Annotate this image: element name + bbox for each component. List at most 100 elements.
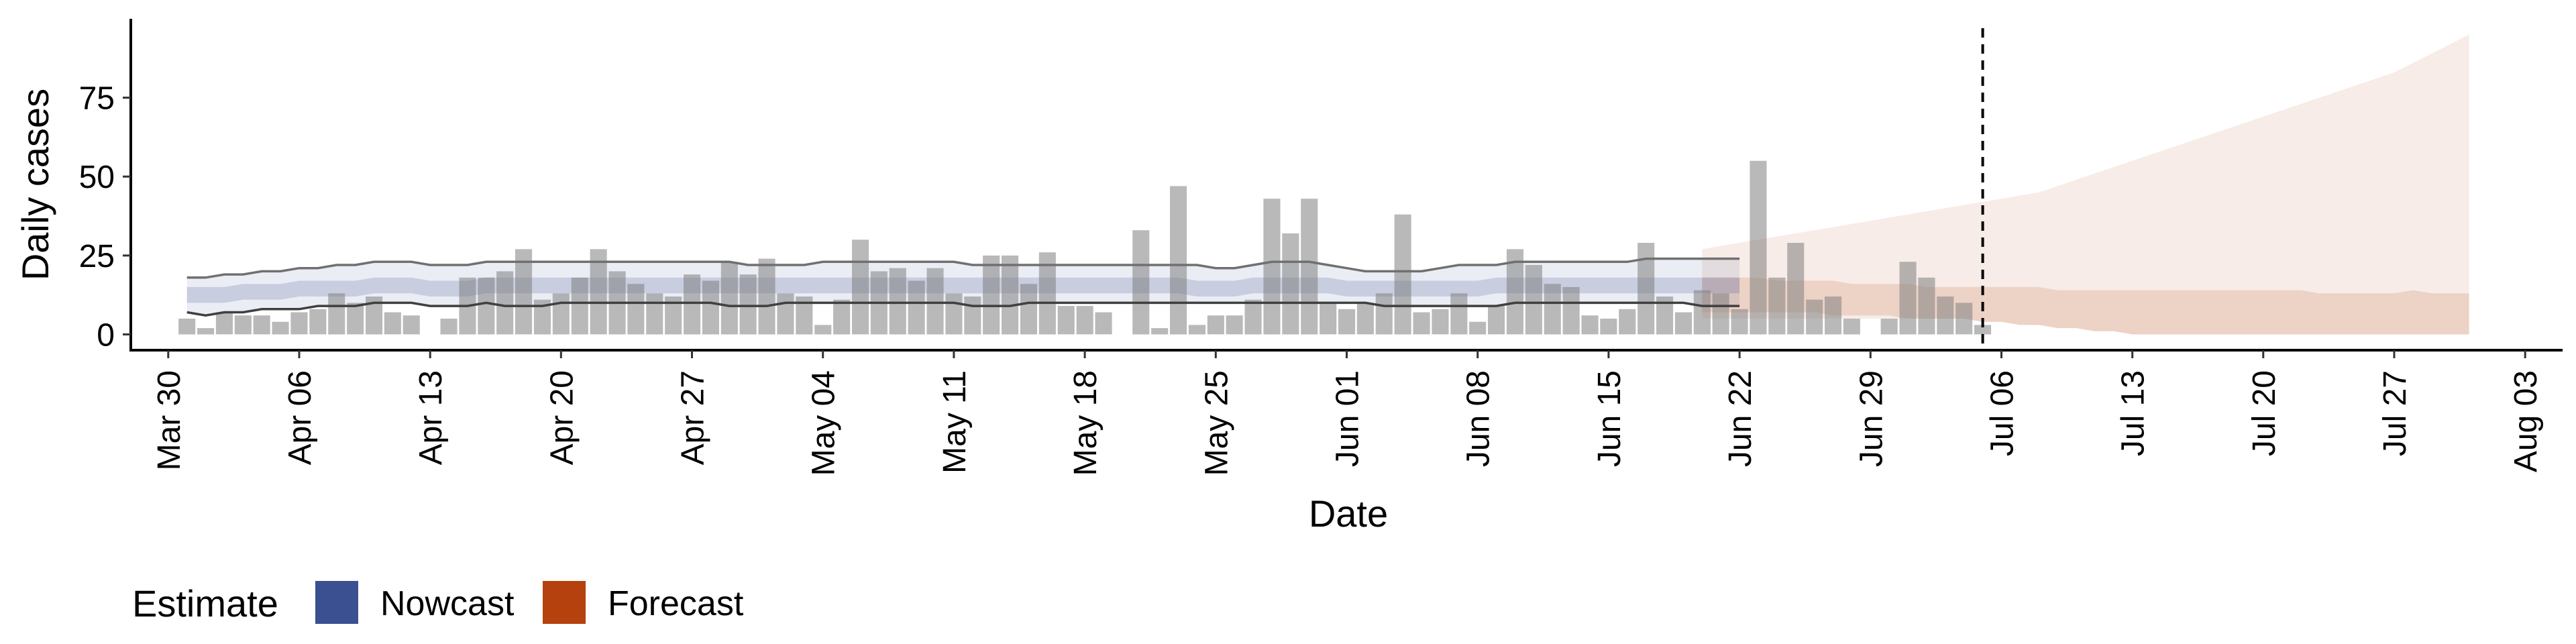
legend-label-nowcast: Nowcast bbox=[380, 584, 515, 623]
case-bar bbox=[814, 325, 832, 335]
x-tick-label: Jul 06 bbox=[1985, 370, 2021, 456]
case-bar bbox=[983, 255, 1000, 335]
y-tick-label: 50 bbox=[79, 160, 115, 195]
case-bar bbox=[1899, 262, 1917, 335]
case-bar bbox=[1750, 160, 1767, 335]
case-bar bbox=[1787, 243, 1805, 335]
case-bar bbox=[1226, 315, 1243, 335]
case-bar bbox=[1525, 265, 1542, 335]
case-bars bbox=[178, 160, 1992, 335]
case-bar bbox=[1638, 243, 1655, 335]
legend-label-forecast: Forecast bbox=[608, 584, 744, 623]
case-bar bbox=[1843, 319, 1860, 335]
case-bar bbox=[1020, 284, 1037, 335]
x-tick-label: Apr 20 bbox=[544, 370, 580, 465]
case-bar bbox=[440, 319, 458, 335]
x-tick-label: Jun 22 bbox=[1723, 370, 1758, 467]
case-bar bbox=[1375, 293, 1393, 335]
case-bar bbox=[290, 312, 308, 335]
x-tick-label: Apr 13 bbox=[413, 370, 449, 465]
case-bar bbox=[1880, 319, 1898, 335]
case-bar bbox=[1768, 277, 1786, 335]
x-tick-label: Apr 27 bbox=[676, 370, 711, 465]
case-bar bbox=[515, 249, 533, 335]
case-bar bbox=[1356, 303, 1374, 335]
case-bar bbox=[1338, 309, 1356, 335]
case-bar bbox=[1693, 290, 1711, 335]
forecast-inner-band bbox=[1702, 277, 2469, 335]
case-bar bbox=[926, 268, 944, 335]
case-bar bbox=[1151, 328, 1169, 335]
x-tick-label: May 04 bbox=[806, 370, 842, 476]
case-bar bbox=[945, 293, 963, 335]
x-tick-label: Aug 03 bbox=[2508, 370, 2544, 472]
nowcast-upper-line bbox=[186, 257, 1740, 279]
case-bar bbox=[852, 239, 869, 335]
case-bar bbox=[889, 268, 906, 335]
case-bar bbox=[1057, 306, 1075, 335]
x-tick-label: May 11 bbox=[937, 370, 973, 474]
x-tick-label: Jun 08 bbox=[1461, 370, 1497, 467]
case-bar bbox=[1095, 312, 1112, 335]
case-bar bbox=[777, 293, 794, 335]
case-bar bbox=[1132, 230, 1150, 335]
case-bar bbox=[571, 277, 588, 335]
case-bar bbox=[1937, 297, 1954, 335]
case-bar bbox=[964, 297, 981, 335]
case-bar bbox=[1562, 286, 1580, 335]
forecast-outer-band bbox=[1702, 34, 2469, 335]
case-bar bbox=[758, 258, 775, 335]
case-bar bbox=[1320, 303, 1337, 335]
case-bar bbox=[253, 315, 270, 335]
case-bar bbox=[684, 274, 701, 335]
case-bar bbox=[234, 315, 252, 335]
case-bar bbox=[1600, 319, 1617, 335]
case-bar bbox=[1469, 321, 1487, 335]
legend-title: Estimate bbox=[132, 582, 278, 625]
case-bar bbox=[1002, 255, 1019, 335]
case-bar bbox=[178, 319, 196, 335]
case-bar bbox=[1244, 299, 1262, 335]
case-bar bbox=[1432, 309, 1449, 335]
case-bar bbox=[590, 249, 607, 335]
x-tick-label: May 25 bbox=[1199, 370, 1234, 476]
case-bar bbox=[702, 280, 719, 335]
case-bar bbox=[646, 293, 663, 335]
x-tick-label: Mar 30 bbox=[152, 370, 187, 470]
case-bar bbox=[1955, 303, 1973, 335]
case-bar bbox=[1282, 233, 1299, 335]
y-axis-title: Daily cases bbox=[14, 89, 56, 280]
case-bar bbox=[1394, 214, 1411, 335]
case-bar bbox=[627, 284, 645, 335]
legend: Estimate Nowcast Forecast bbox=[132, 581, 744, 625]
case-bar bbox=[215, 312, 233, 335]
x-tick-label: Jul 20 bbox=[2247, 370, 2282, 456]
case-bar bbox=[496, 271, 514, 335]
x-tick-label: Jun 29 bbox=[1854, 370, 1889, 467]
case-bar bbox=[739, 274, 757, 335]
case-bar bbox=[347, 303, 364, 335]
case-bar bbox=[1544, 284, 1561, 335]
case-bar bbox=[1674, 312, 1692, 335]
case-bar bbox=[1712, 293, 1729, 335]
case-bar bbox=[272, 321, 289, 335]
y-tick-label: 25 bbox=[79, 239, 115, 274]
x-tick-label: Jun 01 bbox=[1330, 370, 1366, 467]
case-bar bbox=[1731, 309, 1748, 335]
nowcast-lower-line bbox=[186, 301, 1740, 317]
x-tick-label: Jul 27 bbox=[2377, 370, 2413, 456]
nowcast-lines bbox=[186, 257, 1740, 317]
case-bar bbox=[1170, 186, 1187, 335]
forecast-band-layer bbox=[1702, 34, 2469, 335]
case-bar bbox=[402, 315, 420, 335]
case-bar bbox=[1301, 199, 1318, 335]
case-bar bbox=[478, 277, 495, 335]
case-bar bbox=[328, 293, 345, 335]
case-bar bbox=[1413, 312, 1430, 335]
legend-swatch-nowcast bbox=[315, 581, 358, 624]
x-axis-title: Date bbox=[1309, 492, 1388, 535]
case-bar bbox=[1076, 306, 1093, 335]
case-bar bbox=[384, 312, 401, 335]
y-ticks: 0 25 50 75 bbox=[79, 81, 131, 354]
